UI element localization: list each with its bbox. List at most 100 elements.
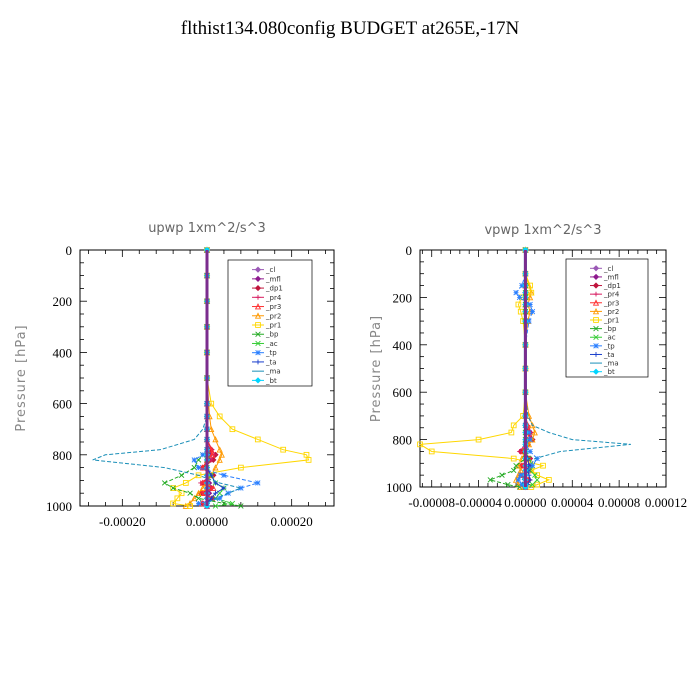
data-point <box>540 462 546 469</box>
legend-entry: _dp1 <box>590 282 621 290</box>
legend-entry: _tp <box>252 349 277 357</box>
legend-entry: _ac <box>252 340 278 348</box>
y-tick-label: 1000 <box>46 499 72 514</box>
x-tick-label: -0.00008 <box>408 495 455 510</box>
legend-marker <box>255 359 261 365</box>
legend-entry: _pr3 <box>590 299 619 307</box>
legend-entry: _pr3 <box>252 303 281 311</box>
legend-label: _pr4 <box>603 291 620 299</box>
data-point <box>510 422 517 429</box>
legend-label: _pr1 <box>265 322 281 330</box>
legend-label: _dp1 <box>603 282 621 290</box>
legend-marker <box>254 266 262 273</box>
data-point <box>216 413 223 420</box>
legend-marker <box>254 275 262 282</box>
legend-marker <box>255 340 261 347</box>
data-point <box>170 500 176 507</box>
data-point <box>428 448 435 455</box>
y-tick-label: 800 <box>393 433 413 448</box>
legend-label: _pr2 <box>603 308 619 316</box>
legend-label: _ta <box>265 358 277 366</box>
legend-label: _pr1 <box>603 317 619 325</box>
data-point <box>238 485 244 491</box>
data-point <box>210 484 217 491</box>
data-point <box>508 429 515 436</box>
data-point <box>505 481 511 488</box>
data-point <box>529 481 536 488</box>
data-point <box>528 289 535 296</box>
legend-marker <box>593 317 599 323</box>
y-tick-label: 0 <box>406 243 413 258</box>
legend-entry: _bt <box>252 377 277 385</box>
legend-label: _pr4 <box>265 294 282 302</box>
legend-marker <box>593 334 599 340</box>
series-ma <box>521 250 631 488</box>
data-point <box>527 448 533 455</box>
data-point <box>221 485 227 491</box>
data-point <box>195 495 202 502</box>
data-point <box>212 503 219 509</box>
y-tick-label: 400 <box>53 345 73 360</box>
legend-label: _cl <box>265 266 275 274</box>
y-tick-label: 800 <box>53 448 73 463</box>
x-tick-label: 0.00012 <box>645 495 687 510</box>
data-point <box>475 436 482 443</box>
chart-title: vpwp 1xm^2/s^3 <box>484 223 601 238</box>
legend-entry: _ma <box>590 360 619 368</box>
data-point <box>305 457 312 463</box>
legend-entry: _dp1 <box>252 285 283 293</box>
data-point <box>515 301 522 308</box>
data-point <box>187 503 193 509</box>
legend: _cl_mfl _dp1_pr4_pr3_pr2 _pr1_bp_ac_tp_ta _… <box>227 259 313 387</box>
y-tick-label: 200 <box>53 294 73 309</box>
data-point <box>195 500 202 507</box>
data-point <box>187 490 193 496</box>
data-point <box>526 318 532 324</box>
legend-label: _bp <box>265 331 279 339</box>
legend-entry: _bp <box>590 325 617 333</box>
data-point <box>238 464 244 471</box>
data-point <box>174 495 181 502</box>
y-tick-label: 600 <box>53 397 73 412</box>
legend-label: _mfl <box>603 273 619 281</box>
legend-marker <box>592 282 600 289</box>
legend-label: _ma <box>265 368 281 376</box>
legend-entry: _bt <box>590 368 615 376</box>
legend-entry: _cl <box>252 266 275 274</box>
legend-marker <box>592 299 600 306</box>
y-axis-label: Pressure [hPa] <box>369 315 384 422</box>
data-point <box>519 481 525 488</box>
legend-entry: _ta <box>252 358 277 366</box>
legend-entry: _tp <box>590 342 615 350</box>
x-tick-label: 0.00008 <box>598 495 640 510</box>
data-point <box>170 485 176 491</box>
legend-label: _bt <box>603 368 615 376</box>
data-point <box>212 436 219 443</box>
y-tick-label: 600 <box>393 385 413 400</box>
data-point <box>221 472 227 478</box>
legend-label: _ac <box>265 340 278 348</box>
data-point <box>170 485 176 491</box>
data-point <box>527 436 533 443</box>
data-point <box>517 449 522 454</box>
data-point <box>216 446 223 453</box>
legend-marker <box>592 368 600 375</box>
data-point <box>280 446 287 453</box>
data-point <box>208 451 216 458</box>
legend-entry: _ac <box>590 334 616 342</box>
data-point <box>198 489 206 497</box>
legend-entry: _pr2 <box>252 312 281 320</box>
legend-label: _pr2 <box>265 312 281 320</box>
data-point <box>546 477 552 483</box>
legend-label: _pr3 <box>265 303 281 311</box>
legend-entry: _pr1 <box>252 322 281 330</box>
legend-marker <box>593 325 599 332</box>
legend-label: _tp <box>265 349 277 357</box>
legend-entry: _pr2 <box>590 308 619 316</box>
data-point <box>515 477 522 483</box>
data-point <box>510 455 517 462</box>
legend-label: _bp <box>603 325 617 333</box>
legend-marker <box>593 352 599 357</box>
series-line <box>515 250 536 488</box>
data-point <box>195 464 202 471</box>
